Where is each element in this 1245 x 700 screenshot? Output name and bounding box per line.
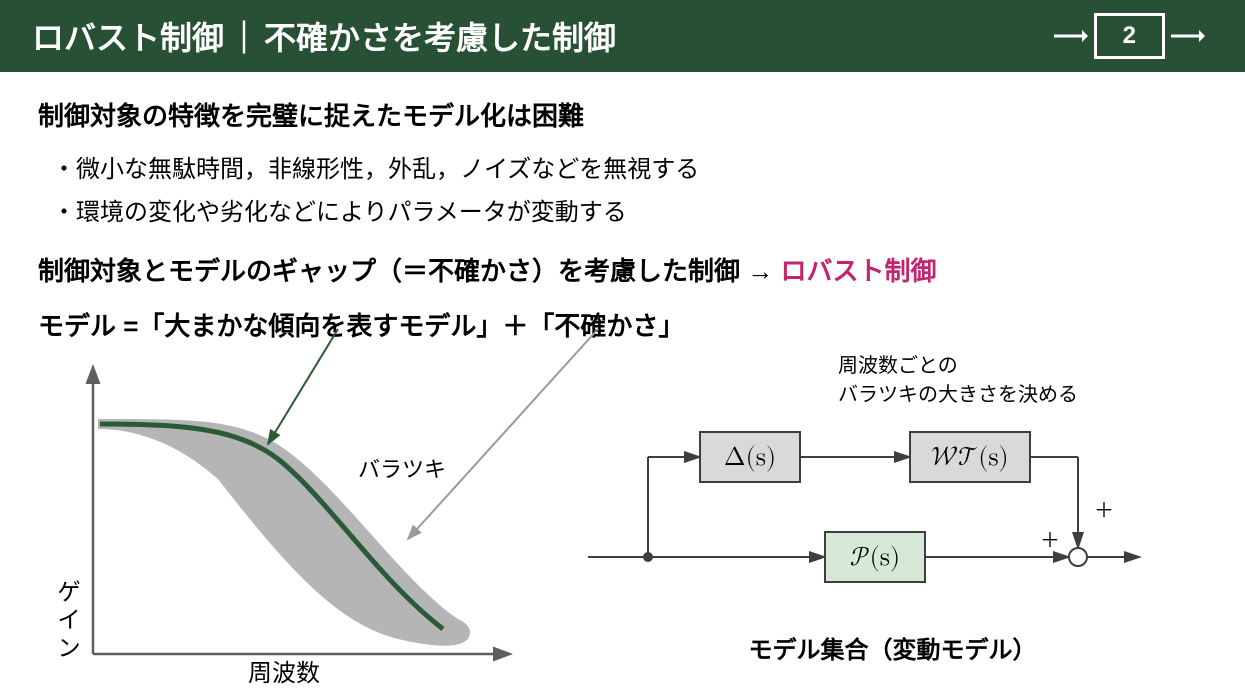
page-number: 2 (1123, 22, 1136, 49)
gap-statement: 制御対象とモデルのギャップ（＝不確かさ）を考慮した制御 → ロバスト制御 (38, 251, 1207, 288)
title-divider: ｜ (228, 13, 260, 59)
x-label: 周波数 (248, 660, 320, 687)
block-caption-bottom: モデル集合（変動モデル） (578, 630, 1207, 665)
page-number-box: 2 (1094, 13, 1165, 59)
statement-pre: 制御対象とモデルのギャップ（＝不確かさ）を考慮した制御 → (38, 256, 780, 286)
bode-sketch: バラツキ 周波数 ゲイン (38, 349, 538, 674)
sum-node (1069, 548, 1087, 566)
title-bar: ロバスト制御 ｜ 不確かさを考慮した制御 2 (0, 0, 1245, 72)
w-label: 𝒲𝒯(s) (931, 445, 1008, 472)
arrow-to-curve (268, 329, 338, 444)
arrow-right-icon (1171, 26, 1205, 46)
heading: 制御対象の特徴を完璧に捉えたモデル化は困難 (38, 96, 1207, 133)
page-indicator: 2 (1054, 13, 1205, 59)
caption-top-line2: バラツキの大きさを決める (838, 384, 1078, 406)
bullet-1: ・微小な無駄時間，非線形性，外乱，ノイズなどを無視する (52, 149, 1207, 184)
model-equation: モデル =「大まかな傾向を表すモデル」＋「不確かさ」 (38, 306, 1207, 343)
arrow-left-icon (1054, 26, 1088, 46)
title-part1: ロバスト制御 (32, 13, 224, 59)
block-diagram-area: 周波数ごとの バラツキの大きさを決める Δ(s) (578, 349, 1207, 674)
p-label: 𝒫(s) (850, 545, 900, 572)
delta-label: Δ(s) (724, 445, 776, 472)
block-caption-top: 周波数ごとの バラツキの大きさを決める (838, 349, 1207, 407)
block-diagram-svg: Δ(s) 𝒲𝒯(s) 𝒫(s) ＋ ＋ (578, 407, 1148, 617)
plus-top: ＋ (1094, 500, 1114, 522)
y-label: ゲイン (53, 579, 80, 663)
statement-highlight: ロバスト制御 (780, 256, 936, 286)
annotation-baratsuki: バラツキ (358, 457, 446, 482)
title-part2: 不確かさを考慮した制御 (264, 13, 616, 59)
arrow-to-band (408, 329, 598, 539)
graph-svg: バラツキ 周波数 ゲイン (38, 349, 538, 669)
plus-left: ＋ (1040, 530, 1060, 552)
caption-top-line1: 周波数ごとの (838, 355, 958, 377)
lower-diagrams: バラツキ 周波数 ゲイン 周波数ごとの バラツキの大きさを決める (38, 349, 1207, 674)
slide-content: 制御対象の特徴を完璧に捉えたモデル化は困難 ・微小な無駄時間，非線形性，外乱，ノ… (0, 72, 1245, 698)
bullet-2: ・環境の変化や劣化などによりパラメータが変動する (52, 192, 1207, 227)
